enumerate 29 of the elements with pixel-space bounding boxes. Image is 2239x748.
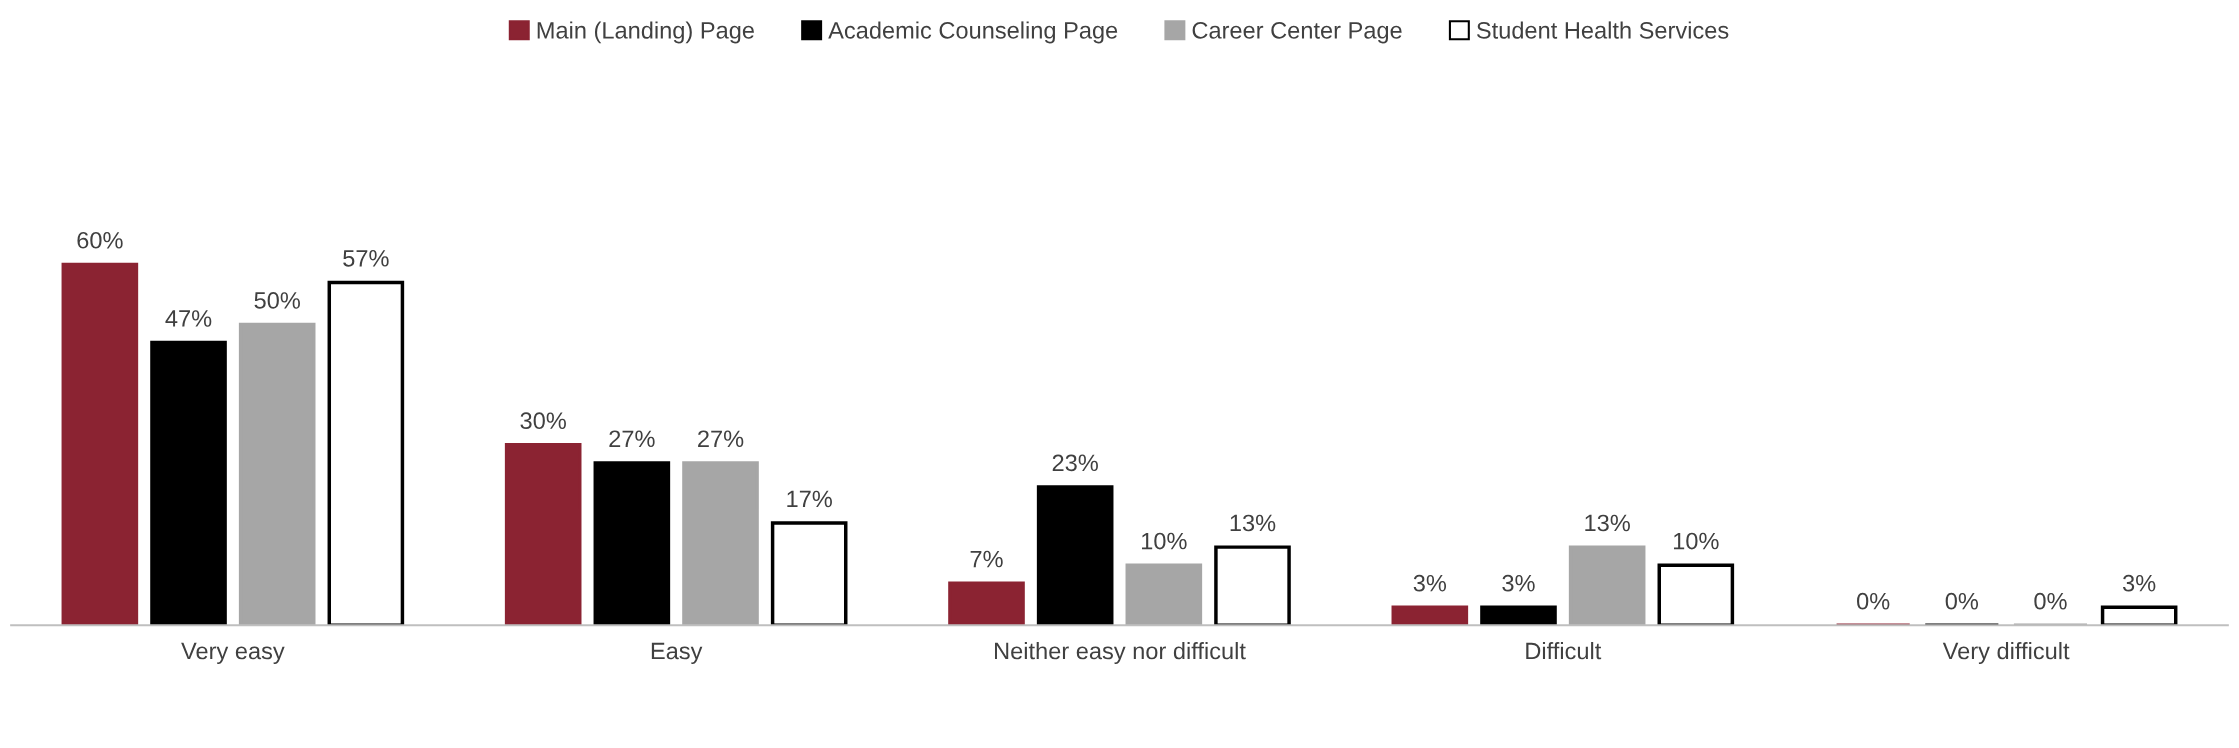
x-tick-label: Difficult xyxy=(1526,641,1602,660)
data-label: 60% xyxy=(77,231,123,249)
data-label: 17% xyxy=(787,490,832,508)
data-label: 30% xyxy=(520,412,566,430)
legend-label: Career Center Page xyxy=(1192,22,1402,44)
x-tick-label: Neither easy nor difficult xyxy=(995,641,1246,664)
data-label: 10% xyxy=(1673,532,1719,550)
data-label: 13% xyxy=(1230,514,1276,532)
data-label: 7% xyxy=(970,550,1003,568)
data-label: 3% xyxy=(1413,574,1447,592)
data-label: 3% xyxy=(2122,574,2156,592)
data-label: 0% xyxy=(1945,592,1979,610)
x-tick-label: Very difficult xyxy=(1942,641,2070,664)
data-label: 23% xyxy=(1052,454,1098,472)
legend-label: Academic Counseling Page xyxy=(828,21,1118,44)
data-label: 27% xyxy=(698,430,744,448)
x-tick-label: Very easy xyxy=(181,642,285,664)
data-label: 3% xyxy=(1502,574,1535,592)
legend-label: Main (Landing) Page xyxy=(537,21,754,44)
x-tick-label: Easy xyxy=(651,642,703,664)
data-label: 50% xyxy=(254,292,300,309)
data-label: 0% xyxy=(1857,592,1890,610)
data-label: 10% xyxy=(1142,532,1187,550)
data-label: 0% xyxy=(2034,592,2067,610)
data-label: 47% xyxy=(165,310,212,327)
data-label: 27% xyxy=(609,430,655,448)
data-label: 13% xyxy=(1585,514,1630,532)
legend-label: Student Health Services xyxy=(1476,21,1729,39)
data-label: 57% xyxy=(343,250,389,267)
